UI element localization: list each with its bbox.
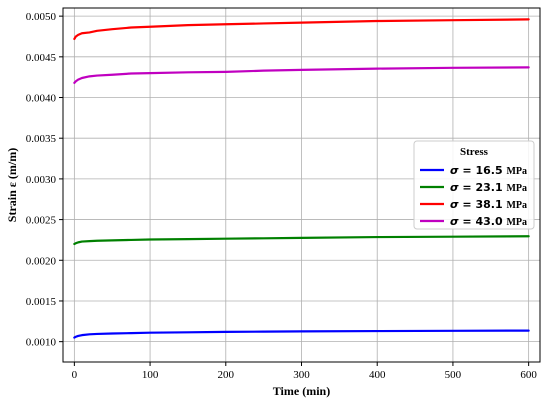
x-tick-label: 200 bbox=[218, 369, 235, 381]
y-tick-label: 0.0040 bbox=[26, 93, 57, 105]
legend-unit-2: MPa bbox=[506, 200, 527, 211]
legend-value-2: = 38.1 bbox=[459, 198, 507, 211]
x-tick-label: 300 bbox=[293, 369, 310, 381]
x-axis: 0 100 200 300 400 500 600 bbox=[72, 362, 537, 381]
x-tick-label: 500 bbox=[445, 369, 462, 381]
y-tick-label: 0.0035 bbox=[26, 133, 57, 145]
series-lines bbox=[73, 18, 530, 339]
y-tick-label: 0.0010 bbox=[26, 337, 57, 349]
legend-sigma-2: σ bbox=[450, 198, 459, 211]
legend-title: Stress bbox=[460, 146, 489, 158]
legend-box bbox=[413, 140, 535, 230]
x-tick-label: 600 bbox=[520, 369, 537, 381]
y-tick-label: 0.0030 bbox=[26, 174, 57, 186]
legend-label-1: σ = 23.1 MPa bbox=[450, 181, 527, 194]
legend-label-0: σ = 16.5 MPa bbox=[450, 164, 527, 177]
x-tick-label: 400 bbox=[369, 369, 386, 381]
legend-value-0: = 16.5 bbox=[459, 164, 507, 177]
y-tick-label: 0.0045 bbox=[26, 52, 57, 64]
x-tick-label: 100 bbox=[142, 369, 159, 381]
y-tick-label: 0.0025 bbox=[26, 215, 57, 227]
series-line-3 bbox=[73, 66, 530, 84]
legend-unit-3: MPa bbox=[506, 217, 527, 228]
series-line-0 bbox=[73, 329, 530, 339]
legend-unit-0: MPa bbox=[506, 166, 527, 177]
y-tick-label: 0.0050 bbox=[26, 11, 57, 23]
series-line-2 bbox=[73, 18, 530, 41]
x-axis-label: Time (min) bbox=[273, 384, 330, 398]
y-tick-label: 0.0020 bbox=[26, 255, 57, 267]
legend-sigma-0: σ bbox=[450, 164, 459, 177]
y-tick-label: 0.0015 bbox=[26, 296, 57, 308]
y-axis: 0.0010 0.0015 0.0020 0.0025 0.0030 0.0035 0.00… bbox=[26, 11, 63, 349]
legend-unit-1: MPa bbox=[506, 183, 527, 194]
legend-label-2: σ = 38.1 MPa bbox=[450, 198, 527, 211]
legend-label-3: σ = 43.0 MPa bbox=[450, 215, 527, 228]
series-line-1 bbox=[73, 235, 530, 246]
x-tick-label: 0 bbox=[72, 369, 78, 381]
legend-sigma-1: σ bbox=[450, 181, 459, 194]
legend-value-3: = 43.0 bbox=[459, 215, 507, 228]
legend-value-1: = 23.1 bbox=[459, 181, 507, 194]
y-axis-label: Strain ε (m/m) bbox=[5, 148, 19, 222]
legend-sigma-3: σ bbox=[450, 215, 459, 228]
